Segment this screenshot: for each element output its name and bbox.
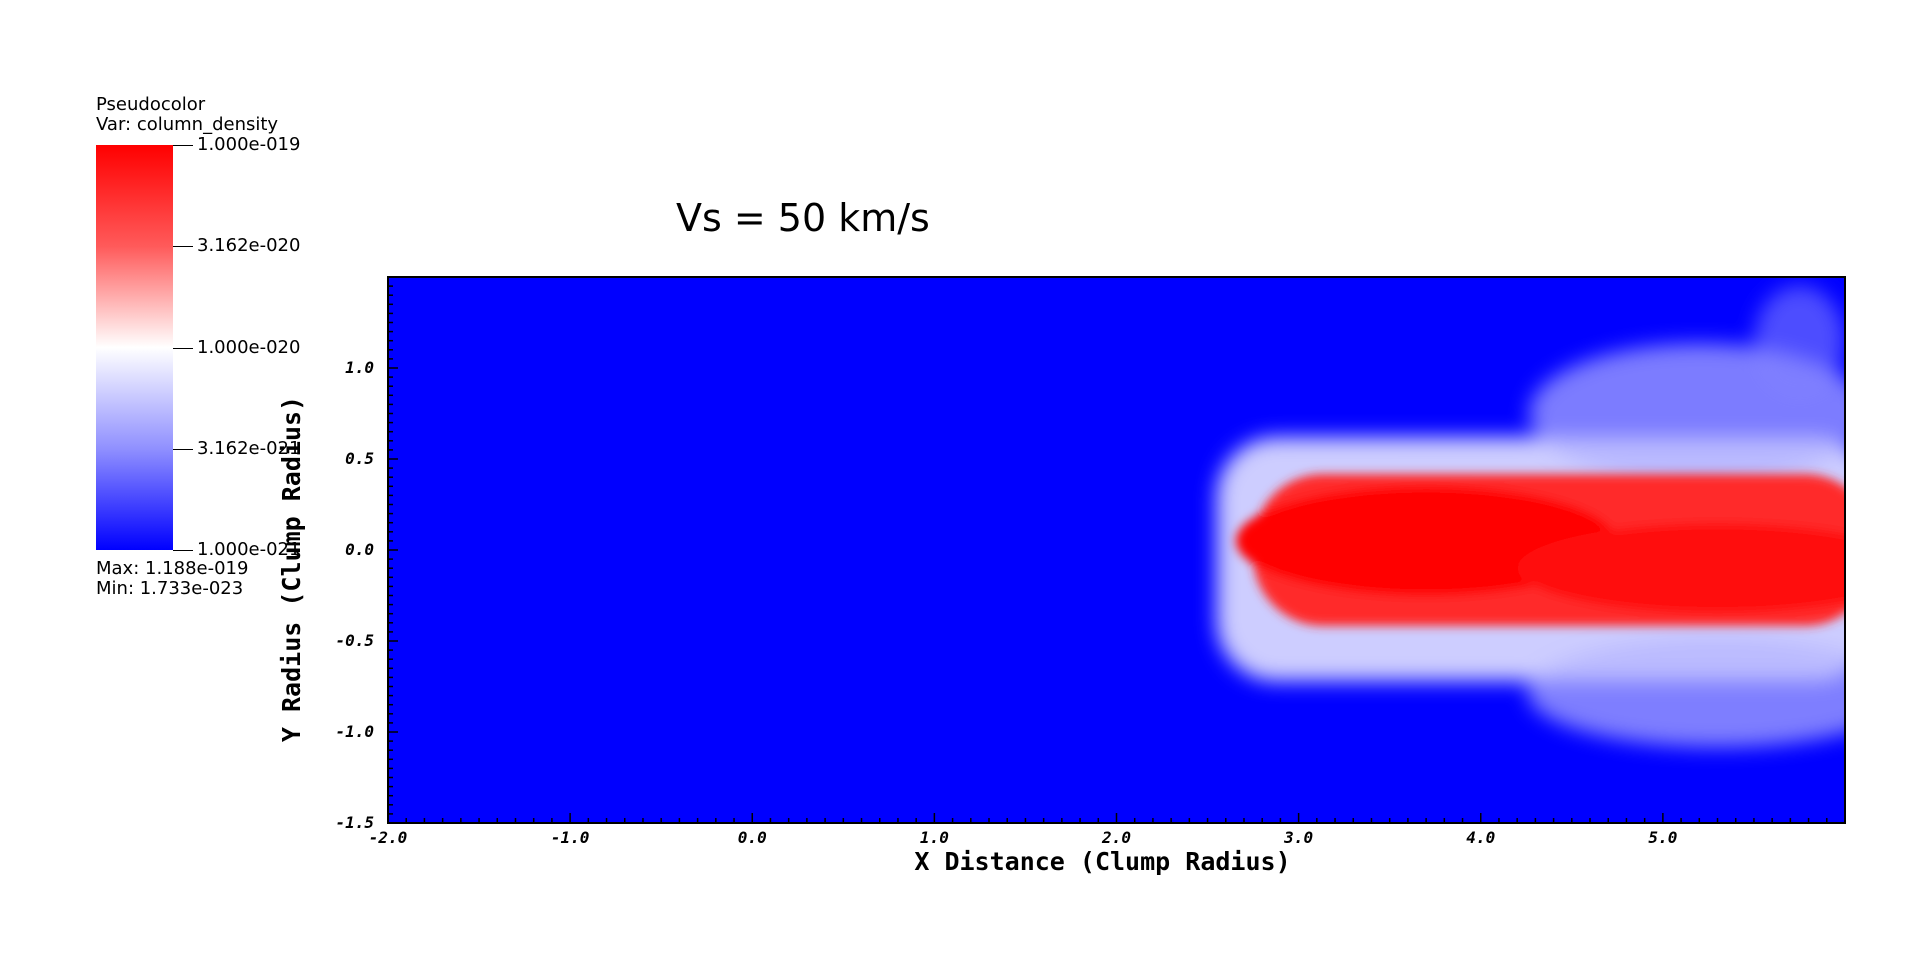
colorbar-tick <box>173 246 193 248</box>
y-tick-label: -1.0 <box>335 722 374 741</box>
legend-plot-type: Pseudocolor <box>96 94 206 115</box>
colorbar-tick-label: 1.000e-019 <box>197 134 301 155</box>
x-tick-label: 4.0 <box>1466 828 1495 847</box>
x-tick-label: 3.0 <box>1283 828 1313 847</box>
x-axis-title: X Distance (Clump Radius) <box>914 847 1290 876</box>
legend-min: Min: 1.733e-023 <box>96 578 244 599</box>
y-tick-label: -0.5 <box>335 631 374 650</box>
colorbar-tick <box>173 448 193 450</box>
y-axis-ticks: -1.5 -1.0 -0.5 0.0 0.5 1.0 <box>335 276 398 832</box>
legend-variable: Var: column_density <box>96 114 279 135</box>
colorbar-tick-label: 1.000e-020 <box>197 336 301 358</box>
colorbar-tick <box>173 347 193 349</box>
halo-lower-plume <box>1527 636 1845 747</box>
colorbar-tick <box>173 145 193 146</box>
colorbar <box>96 145 173 550</box>
y-axis-title: Y Radius (Clump Radius) <box>277 396 306 742</box>
x-tick-label: 5.0 <box>1648 828 1677 847</box>
x-tick-label: -2.0 <box>369 828 408 847</box>
y-tick-label: 0.5 <box>345 449 374 468</box>
halo-upper-plume <box>1529 343 1845 484</box>
y-tick-label: -1.5 <box>335 813 374 832</box>
heatmap-field <box>1216 285 1845 747</box>
plot-title: Vs = 50 km/s <box>676 196 930 240</box>
core-tail <box>1517 523 1845 614</box>
halo-top-wisp <box>1754 285 1845 396</box>
dense-core <box>1236 474 1845 626</box>
x-tick-label: 0.0 <box>738 828 767 847</box>
colorbar-tick-label: 3.162e-020 <box>197 235 301 257</box>
x-tick-label: 1.0 <box>920 828 949 847</box>
colorbar-tick-label: 3.162e-021 <box>197 437 301 459</box>
x-tick-label: 2.0 <box>1101 828 1131 847</box>
x-tick-label: -1.0 <box>551 828 590 847</box>
x-axis-ticks: -2.0 -1.0 0.0 1.0 2.0 3.0 4.0 5.0 <box>369 813 1846 847</box>
y-tick-label: 1.0 <box>345 358 374 377</box>
colorbar-tick-label: 1.000e-021 <box>197 539 301 560</box>
legend-max: Max: 1.188e-019 <box>96 558 249 579</box>
colorbar-tick <box>173 550 193 551</box>
y-tick-label: 0.0 <box>345 540 374 559</box>
